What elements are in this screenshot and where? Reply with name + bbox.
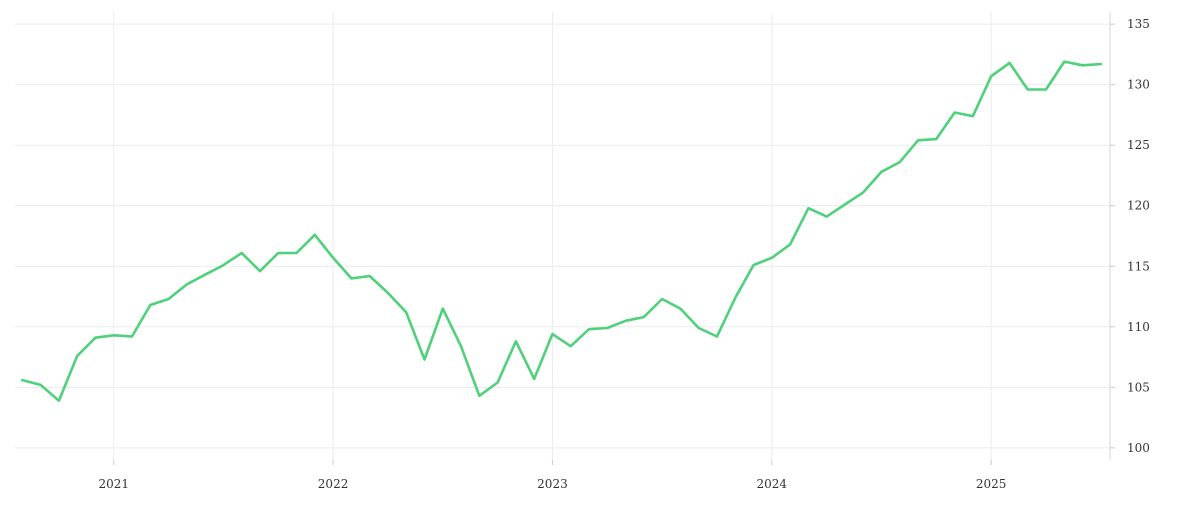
x-tick-label: 2022 <box>318 477 349 491</box>
y-tick-label: 105 <box>1127 380 1150 394</box>
y-tick-label: 130 <box>1127 78 1150 92</box>
x-tick-label: 2021 <box>98 477 129 491</box>
x-tick-label: 2024 <box>757 477 788 491</box>
x-axis-ticks: 2021 2022 2023 2024 2025 <box>98 460 1006 491</box>
x-tick-label: 2025 <box>976 477 1007 491</box>
y-tick-label: 135 <box>1127 17 1150 31</box>
y-axis-ticks: 100 105 110 115 120 125 130 135 <box>1110 17 1150 455</box>
y-gridlines <box>15 23 1110 449</box>
y-tick-label: 120 <box>1127 199 1150 213</box>
y-tick-label: 125 <box>1127 138 1150 152</box>
x-tick-label: 2023 <box>537 477 568 491</box>
y-tick-label: 115 <box>1127 259 1150 273</box>
x-gridlines <box>113 12 992 460</box>
series-layer <box>20 60 1103 403</box>
y-tick-label: 110 <box>1127 320 1150 334</box>
y-tick-label: 100 <box>1127 441 1150 455</box>
series-line <box>20 60 1103 403</box>
